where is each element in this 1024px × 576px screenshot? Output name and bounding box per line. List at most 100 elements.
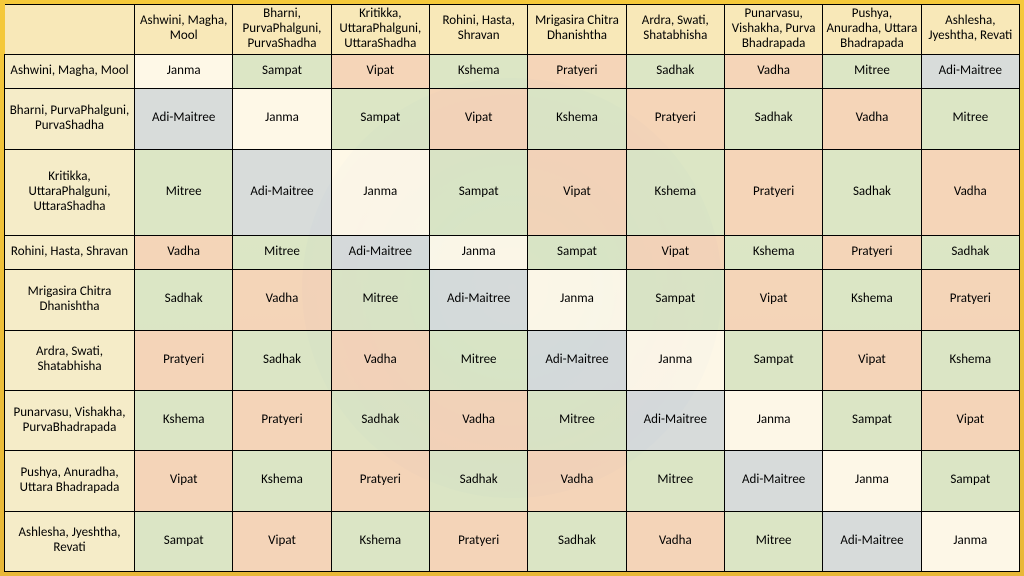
data-cell: Vadha bbox=[626, 511, 724, 571]
data-cell: Pratyeri bbox=[626, 89, 724, 149]
data-cell: Mitree bbox=[135, 149, 233, 235]
data-cell: Janma bbox=[429, 235, 527, 269]
data-cell: Mitree bbox=[626, 451, 724, 511]
data-cell: Vadha bbox=[233, 270, 331, 330]
data-cell: Pratyeri bbox=[233, 390, 331, 450]
table-row: Ashlesha, Jyeshtha, RevatiSampatVipatKsh… bbox=[5, 511, 1020, 571]
data-cell: Adi-Maitree bbox=[233, 149, 331, 235]
data-cell: Mitree bbox=[528, 390, 626, 450]
data-cell: Mitree bbox=[331, 270, 429, 330]
row-header: Rohini, Hasta, Shravan bbox=[5, 235, 135, 269]
column-header: Kritikka, UttaraPhalguni, UttaraShadha bbox=[331, 5, 429, 55]
row-header: Pushya, Anuradha, Uttara Bhadrapada bbox=[5, 451, 135, 511]
row-header: Ashwini, Magha, Mool bbox=[5, 54, 135, 88]
data-cell: Vipat bbox=[921, 390, 1019, 450]
row-header: Ashlesha, Jyeshtha, Revati bbox=[5, 511, 135, 571]
data-cell: Janma bbox=[921, 511, 1019, 571]
data-cell: Sadhak bbox=[135, 270, 233, 330]
data-cell: Pratyeri bbox=[823, 235, 921, 269]
data-cell: Mitree bbox=[724, 511, 822, 571]
data-cell: Kshema bbox=[626, 149, 724, 235]
data-cell: Vadha bbox=[921, 149, 1019, 235]
data-cell: Janma bbox=[135, 54, 233, 88]
tara-koota-table: Ashwini, Magha, MoolBharni, PurvaPhalgun… bbox=[4, 4, 1020, 572]
data-cell: Sampat bbox=[823, 390, 921, 450]
data-cell: Vadha bbox=[429, 390, 527, 450]
data-cell: Adi-Maitree bbox=[528, 330, 626, 390]
data-cell: Pratyeri bbox=[724, 149, 822, 235]
column-header: Ashwini, Magha, Mool bbox=[135, 5, 233, 55]
data-cell: Sadhak bbox=[823, 149, 921, 235]
data-cell: Vadha bbox=[724, 54, 822, 88]
data-cell: Sampat bbox=[528, 235, 626, 269]
data-cell: Sadhak bbox=[331, 390, 429, 450]
table-row: Punarvasu, Vishakha, PurvaBhadrapadaKshe… bbox=[5, 390, 1020, 450]
data-cell: Vadha bbox=[528, 451, 626, 511]
data-cell: Vipat bbox=[528, 149, 626, 235]
data-cell: Adi-Maitree bbox=[135, 89, 233, 149]
column-header: Mrigasira Chitra Dhanishtha bbox=[528, 5, 626, 55]
column-header: Ashlesha, Jyeshtha, Revati bbox=[921, 5, 1019, 55]
data-cell: Sampat bbox=[429, 149, 527, 235]
data-cell: Sadhak bbox=[626, 54, 724, 88]
row-header: Ardra, Swati, Shatabhisha bbox=[5, 330, 135, 390]
data-cell: Janma bbox=[528, 270, 626, 330]
table-row: Mrigasira Chitra DhanishthaSadhakVadhaMi… bbox=[5, 270, 1020, 330]
data-cell: Vipat bbox=[724, 270, 822, 330]
data-cell: Vipat bbox=[626, 235, 724, 269]
data-cell: Janma bbox=[233, 89, 331, 149]
column-header: Bharni, PurvaPhalguni, PurvaShadha bbox=[233, 5, 331, 55]
data-cell: Sampat bbox=[331, 89, 429, 149]
column-header: Rohini, Hasta, Shravan bbox=[429, 5, 527, 55]
table-row: Ashwini, Magha, MoolJanmaSampatVipatKshe… bbox=[5, 54, 1020, 88]
table-row: Kritikka, UttaraPhalguni, UttaraShadhaMi… bbox=[5, 149, 1020, 235]
data-cell: Mitree bbox=[429, 330, 527, 390]
data-cell: Kshema bbox=[135, 390, 233, 450]
data-cell: Sampat bbox=[921, 451, 1019, 511]
data-cell: Vadha bbox=[331, 330, 429, 390]
data-cell: Kshema bbox=[921, 330, 1019, 390]
table-row: Rohini, Hasta, ShravanVadhaMitreeAdi-Mai… bbox=[5, 235, 1020, 269]
column-header: Pushya, Anuradha, Uttara Bhadrapada bbox=[823, 5, 921, 55]
data-cell: Pratyeri bbox=[528, 54, 626, 88]
data-cell: Sadhak bbox=[429, 451, 527, 511]
data-cell: Sadhak bbox=[724, 89, 822, 149]
data-cell: Adi-Maitree bbox=[626, 390, 724, 450]
data-cell: Vadha bbox=[823, 89, 921, 149]
data-cell: Kshema bbox=[724, 235, 822, 269]
data-cell: Sadhak bbox=[921, 235, 1019, 269]
data-cell: Mitree bbox=[823, 54, 921, 88]
row-header: Mrigasira Chitra Dhanishtha bbox=[5, 270, 135, 330]
column-header: Ardra, Swati, Shatabhisha bbox=[626, 5, 724, 55]
data-cell: Kshema bbox=[429, 54, 527, 88]
data-cell: Vipat bbox=[331, 54, 429, 88]
data-cell: Pratyeri bbox=[429, 511, 527, 571]
data-cell: Vipat bbox=[135, 451, 233, 511]
data-cell: Adi-Maitree bbox=[921, 54, 1019, 88]
data-cell: Vipat bbox=[823, 330, 921, 390]
table-row: Bharni, PurvaPhalguni, PurvaShadhaAdi-Ma… bbox=[5, 89, 1020, 149]
data-cell: Janma bbox=[823, 451, 921, 511]
data-cell: Adi-Maitree bbox=[331, 235, 429, 269]
data-cell: Janma bbox=[331, 149, 429, 235]
data-cell: Sampat bbox=[626, 270, 724, 330]
data-cell: Adi-Maitree bbox=[823, 511, 921, 571]
row-header: Bharni, PurvaPhalguni, PurvaShadha bbox=[5, 89, 135, 149]
data-cell: Pratyeri bbox=[331, 451, 429, 511]
data-cell: Janma bbox=[626, 330, 724, 390]
data-cell: Pratyeri bbox=[135, 330, 233, 390]
table-row: Pushya, Anuradha, Uttara BhadrapadaVipat… bbox=[5, 451, 1020, 511]
data-cell: Vadha bbox=[135, 235, 233, 269]
data-cell: Sadhak bbox=[233, 330, 331, 390]
data-cell: Kshema bbox=[233, 451, 331, 511]
data-cell: Mitree bbox=[233, 235, 331, 269]
data-cell: Sadhak bbox=[528, 511, 626, 571]
table-row: Ardra, Swati, ShatabhishaPratyeriSadhakV… bbox=[5, 330, 1020, 390]
data-cell: Kshema bbox=[823, 270, 921, 330]
data-cell: Mitree bbox=[921, 89, 1019, 149]
data-cell: Sampat bbox=[233, 54, 331, 88]
row-header: Kritikka, UttaraPhalguni, UttaraShadha bbox=[5, 149, 135, 235]
data-cell: Adi-Maitree bbox=[429, 270, 527, 330]
data-cell: Vipat bbox=[233, 511, 331, 571]
data-cell: Kshema bbox=[331, 511, 429, 571]
